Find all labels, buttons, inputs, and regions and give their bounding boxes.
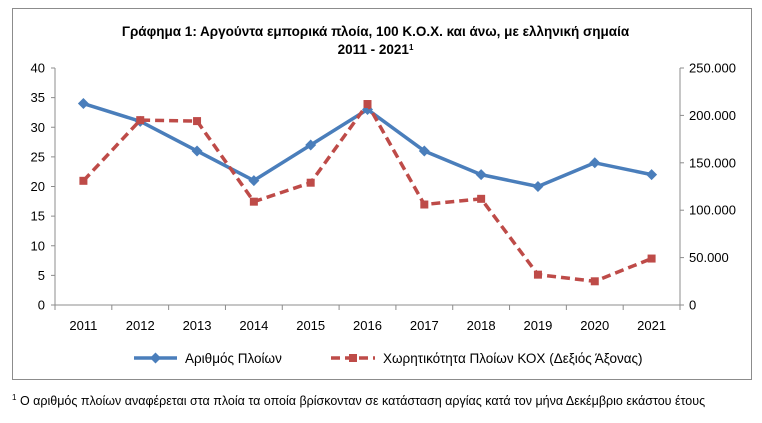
x-tick-label: 2014: [239, 318, 268, 333]
x-tick-label: 2013: [183, 318, 212, 333]
capacity-point: [477, 194, 486, 203]
y-right-tick-label: 200.000: [689, 108, 736, 123]
chart-frame: Γράφημα 1: Αργούντα εμπορικά πλοία, 100 …: [12, 8, 752, 380]
capacity-point: [79, 176, 88, 185]
x-tick-label: 2021: [637, 318, 666, 333]
x-tick-label: 2017: [410, 318, 439, 333]
y-right-tick-label: 50.000: [689, 250, 729, 265]
y-right-tick-label: 100.000: [689, 203, 736, 218]
ship-count-point: [646, 169, 658, 181]
x-tick-label: 2012: [126, 318, 155, 333]
footnote-text: Ο αριθμός πλοίων αναφέρεται στα πλοία τα…: [19, 394, 706, 409]
x-tick-label: 2018: [467, 318, 496, 333]
y-right-tick-label: 0: [689, 298, 696, 313]
ship-count-point: [532, 181, 544, 192]
legend-marker-ship-count: [150, 352, 161, 364]
y-left-tick-label: 20: [31, 179, 45, 194]
y-left-tick-label: 35: [31, 90, 45, 105]
x-tick-label: 2015: [296, 318, 325, 333]
capacity-point: [420, 200, 429, 209]
y-left-tick-label: 40: [31, 61, 45, 76]
ship-count-point: [589, 157, 601, 169]
x-tick-label: 2019: [523, 318, 552, 333]
capacity-point: [647, 254, 656, 263]
chart-title: Γράφημα 1: Αργούντα εμπορικά πλοία, 100 …: [122, 24, 630, 39]
ship-count-point: [305, 139, 317, 151]
capacity-point: [249, 197, 258, 206]
y-left-tick-label: 5: [38, 268, 45, 283]
ship-count-point: [191, 145, 203, 157]
x-tick-label: 2016: [353, 318, 382, 333]
capacity-series-line: [82, 102, 653, 284]
y-left-tick-label: 0: [38, 298, 45, 313]
ship-count-point: [248, 175, 260, 187]
capacity-point: [533, 270, 542, 279]
y-left-tick-label: 25: [31, 149, 45, 164]
legend-label-capacity: Χωρητικότητα Πλοίων ΚΟΧ (Δεξιός Άξονας): [383, 351, 643, 366]
y-right-tick-label: 250.000: [689, 61, 736, 76]
legend-marker-capacity: [349, 354, 357, 362]
capacity-point: [193, 117, 202, 126]
subtitle-footnote-marker: 1: [409, 43, 414, 52]
ship-count-series-line: [82, 101, 652, 189]
ship-count-point: [418, 145, 430, 157]
capacity-point: [306, 178, 315, 187]
chart-subtitle: 2011 - 20211: [338, 42, 414, 57]
y-right-tick-label: 150.000: [689, 155, 736, 170]
capacity-point: [590, 277, 599, 286]
x-tick-label: 2020: [580, 318, 609, 333]
footnote-marker: 1: [12, 393, 17, 402]
y-left-tick-label: 15: [31, 209, 45, 224]
x-tick-label: 2011: [69, 318, 97, 333]
legend-label-ship-count: Αριθμός Πλοίων: [185, 351, 282, 366]
line-chart: Γράφημα 1: Αργούντα εμπορικά πλοία, 100 …: [31, 24, 736, 366]
y-left-tick-label: 10: [31, 238, 45, 253]
capacity-point: [136, 116, 145, 125]
capacity-point: [363, 100, 372, 109]
y-left-tick-label: 30: [31, 120, 45, 135]
footnote: 1 Ο αριθμός πλοίων αναφέρεται στα πλοία …: [12, 393, 705, 408]
ship-count-point: [475, 169, 487, 181]
ship-count-point: [77, 98, 89, 110]
